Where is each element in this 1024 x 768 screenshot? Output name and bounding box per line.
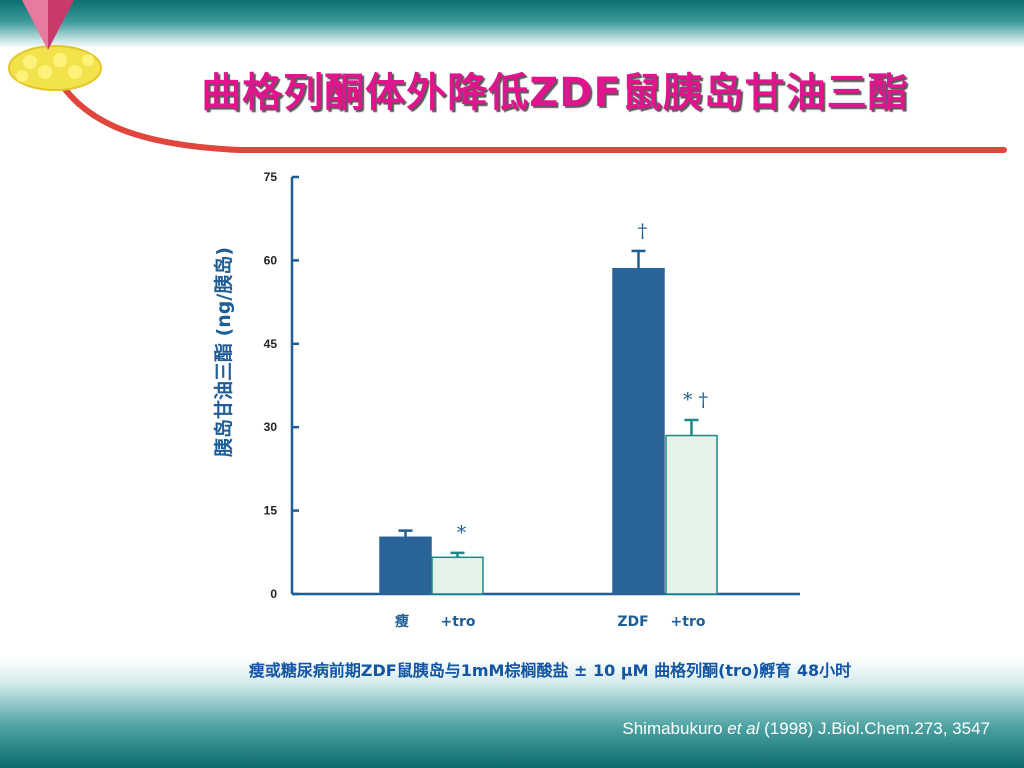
citation-author: Shimabukuro bbox=[622, 719, 728, 738]
bar bbox=[431, 556, 484, 595]
y-axis-label: 胰岛甘油三酯 (ng/胰岛) bbox=[212, 247, 235, 458]
chart-labels: 瘦 +tro ZDF +tro bbox=[395, 613, 706, 630]
chart-caption: 瘦或糖尿病前期ZDF鼠胰岛与1mM棕榈酸盐 ± 10 μM 曲格列酮(tro)孵… bbox=[248, 661, 852, 680]
chart-bars: * † * † bbox=[379, 220, 718, 595]
chart-axes: 0 15 30 45 60 75 胰岛甘油三酯 (ng/胰岛) bbox=[212, 170, 800, 601]
x-tick-label: ZDF bbox=[617, 614, 648, 630]
top-teal-band bbox=[0, 0, 1024, 48]
x-tick-label: +tro bbox=[441, 614, 476, 630]
bar bbox=[379, 536, 432, 595]
y-tick-label: 45 bbox=[264, 337, 278, 351]
bottom-teal-band bbox=[0, 658, 1024, 768]
y-tick-label: 60 bbox=[264, 253, 278, 267]
bar bbox=[612, 267, 665, 595]
significance-marker: † bbox=[638, 220, 648, 242]
x-tick-label: +tro bbox=[671, 614, 706, 630]
slide-title: 曲格列酮体外降低ZDF鼠胰岛甘油三酯 bbox=[201, 70, 909, 116]
y-tick-label: 0 bbox=[270, 587, 277, 601]
citation-etal: et al bbox=[727, 719, 760, 738]
significance-marker: * bbox=[457, 522, 467, 544]
pipette-icon bbox=[22, 0, 74, 50]
significance-marker: * † bbox=[683, 389, 708, 411]
bar bbox=[665, 434, 718, 595]
citation-rest: (1998) J.Biol.Chem.273, 3547 bbox=[759, 719, 990, 738]
y-tick-label: 15 bbox=[264, 504, 278, 518]
y-tick-label: 30 bbox=[264, 420, 278, 434]
header-decoration bbox=[8, 0, 1007, 153]
x-tick-label: 瘦 bbox=[395, 613, 409, 630]
citation: Shimabukuro et al (1998) J.Biol.Chem.273… bbox=[622, 719, 990, 739]
y-tick-label: 75 bbox=[264, 170, 278, 184]
pancreas-icon bbox=[8, 45, 102, 91]
